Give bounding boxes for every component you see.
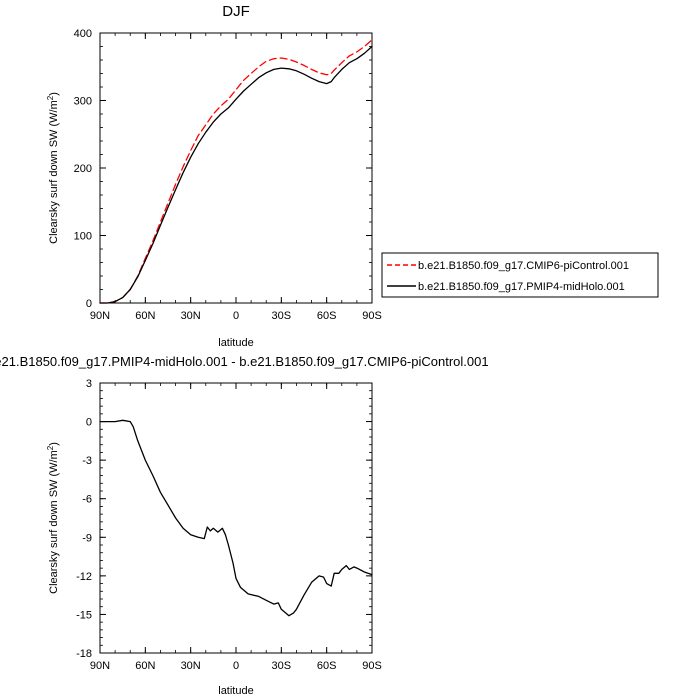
top-y-tick-label: 200	[74, 163, 92, 175]
top-x-tick-label: 60N	[135, 310, 155, 322]
top-x-tick-label: 90S	[362, 310, 382, 322]
bottom-y-tick-label: 3	[86, 378, 92, 390]
bottom-y-tick-label: -12	[76, 571, 92, 583]
bottom-x-tick-label: 90N	[90, 660, 110, 672]
top-y-tick-label: 400	[74, 28, 92, 40]
bottom-x-tick-label: 30S	[272, 660, 292, 672]
top-y-axis-label: Clearsky surf down SW (W/m2)	[46, 92, 61, 244]
bottom-x-tick-label: 0	[233, 660, 239, 672]
legend-box	[381, 252, 659, 298]
top-chart-title: DJF	[222, 3, 250, 20]
legend-entry-midHolo: b.e21.B1850.f09_g17.PMIP4-midHolo.001	[418, 281, 625, 293]
bottom-x-tick-label: 60N	[135, 660, 155, 672]
bottom-chart-title: b.e21.B1850.f09_g17.PMIP4-midHolo.001 - …	[0, 354, 489, 369]
top-y-tick-label: 300	[74, 96, 92, 108]
bottom-y-tick-label: -9	[82, 532, 92, 544]
bottom-y-axis-label: Clearsky surf down SW (W/m2)	[46, 442, 61, 594]
bottom-series-line-0	[99, 419, 373, 617]
legend-entry-piControl: b.e21.B1850.f09_g17.CMIP6-piControl.001	[418, 260, 629, 272]
top-x-tick-label: 90N	[90, 310, 110, 322]
top-y-tick-label: 100	[74, 231, 92, 243]
top-x-axis-label: latitude	[218, 337, 253, 349]
top-x-tick-label: 30S	[272, 310, 292, 322]
top-x-tick-label: 60S	[317, 310, 337, 322]
top-x-tick-label: 0	[233, 310, 239, 322]
bottom-y-tick-label: -3	[82, 455, 92, 467]
top-series-line-1	[99, 45, 373, 304]
top-y-tick-label: 0	[86, 298, 92, 310]
bottom-y-tick-label: 0	[86, 417, 92, 429]
bottom-y-tick-label: -15	[76, 609, 92, 621]
top-x-tick-label: 30N	[181, 310, 201, 322]
bottom-panel: b.e21.B1850.f09_g17.PMIP4-midHolo.001 - …	[0, 354, 489, 697]
bottom-x-tick-label: 60S	[317, 660, 337, 672]
top-series-line-0	[99, 39, 373, 304]
bottom-x-tick-label: 90S	[362, 660, 382, 672]
bottom-x-axis-label: latitude	[218, 685, 253, 697]
legend: b.e21.B1850.f09_g17.CMIP6-piControl.001 …	[381, 252, 659, 298]
bottom-x-tick-label: 30N	[181, 660, 201, 672]
top-panel: DJF 90N 60N 30N 0 30S 60S 90S 0 100 200 300 400 lat…	[46, 3, 659, 349]
bottom-y-tick-label: -6	[82, 494, 92, 506]
bottom-y-tick-label: -18	[76, 648, 92, 660]
